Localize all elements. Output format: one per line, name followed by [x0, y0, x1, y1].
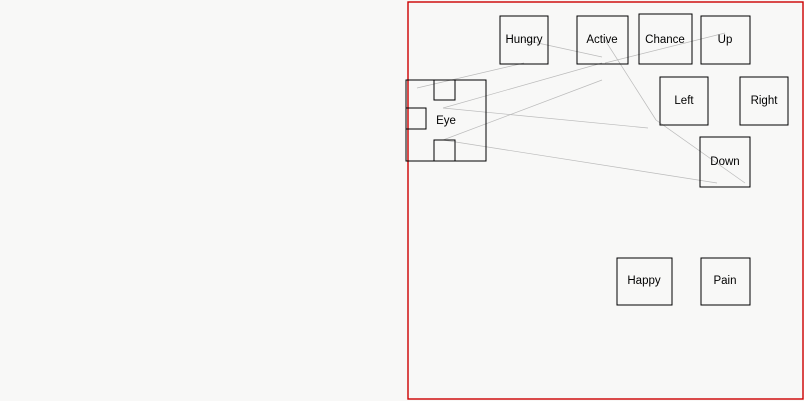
svg-text:Right: Right: [751, 95, 779, 107]
svg-text:Happy: Happy: [627, 275, 660, 287]
svg-text:Hungry: Hungry: [505, 34, 542, 46]
svg-text:Chance: Chance: [645, 34, 685, 46]
svg-text:Active: Active: [586, 34, 617, 46]
svg-text:Eye: Eye: [436, 115, 456, 127]
svg-text:Down: Down: [710, 156, 739, 168]
svg-text:Left: Left: [674, 95, 694, 107]
svg-text:Up: Up: [718, 34, 733, 46]
svg-text:Pain: Pain: [713, 275, 736, 287]
